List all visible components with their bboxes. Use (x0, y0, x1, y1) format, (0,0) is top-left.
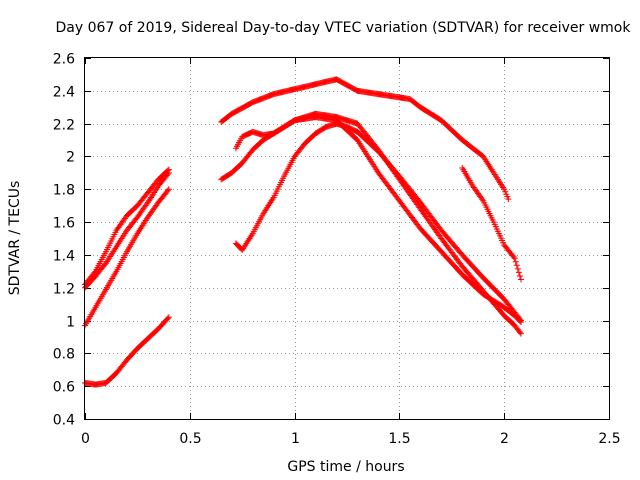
data-point (479, 196, 486, 203)
y-tick-label: 2.2 (53, 118, 75, 134)
x-tick-label: 2.5 (598, 431, 620, 447)
y-tick-label: 1 (66, 315, 75, 331)
plot-frame (84, 57, 610, 420)
series-arc-e (218, 76, 512, 203)
y-tick-label: 1.8 (53, 183, 75, 199)
data-point (513, 262, 520, 269)
x-axis-label: GPS time / hours (287, 459, 404, 475)
data-point (143, 200, 150, 207)
tick-layer: 0.4 0.6 0.8 1 1.2 1.4 1.6 1.8 2 2.2 2.4 2.6 0 0.5 1 1.5… (53, 52, 621, 448)
series-arc-a (82, 166, 172, 288)
data-point (512, 258, 519, 265)
series-arc-h (232, 120, 524, 324)
x-tick-label: 1.5 (388, 431, 410, 447)
y-tick-label: 1.2 (53, 282, 75, 298)
data-point (164, 187, 171, 194)
y-tick-label: 0.8 (53, 347, 75, 363)
data-point (516, 272, 523, 279)
data-point (510, 253, 517, 260)
series-arc-d (82, 314, 172, 388)
x-tick-label: 1 (291, 431, 300, 447)
data-point (516, 329, 523, 336)
data-point (165, 169, 172, 176)
data-point (165, 186, 172, 193)
y-tick-label: 2.4 (53, 85, 75, 101)
data-point (516, 316, 523, 323)
data-point (517, 330, 524, 337)
x-tick-label: 0.5 (179, 431, 201, 447)
chart-title: Day 067 of 2019, Sidereal Day-to-day VTE… (56, 20, 632, 36)
x-tick-label: 0 (81, 431, 90, 447)
data-point (164, 171, 171, 178)
series-arc-b (82, 169, 172, 291)
y-tick-label: 2 (66, 150, 75, 166)
y-tick-label: 2.6 (53, 52, 75, 68)
data-layer (82, 76, 524, 388)
data-point (164, 315, 171, 322)
grid-layer (85, 58, 609, 419)
y-tick-label: 0.4 (53, 413, 75, 429)
y-axis-label: SDTVAR / TECUs (7, 181, 23, 296)
data-point (165, 314, 172, 321)
y-tick-label: 1.4 (53, 249, 75, 265)
data-point (517, 276, 524, 283)
data-point (515, 269, 522, 276)
x-tick-label: 2 (500, 431, 509, 447)
data-point (505, 196, 512, 203)
y-tick-label: 0.6 (53, 380, 75, 396)
y-tick-label: 1.6 (53, 216, 75, 232)
data-point (511, 255, 518, 262)
series-arc-i (459, 164, 524, 283)
series-arc-g (232, 110, 524, 337)
series-arc-c (82, 186, 172, 329)
data-point (514, 265, 521, 272)
data-point (517, 317, 524, 324)
